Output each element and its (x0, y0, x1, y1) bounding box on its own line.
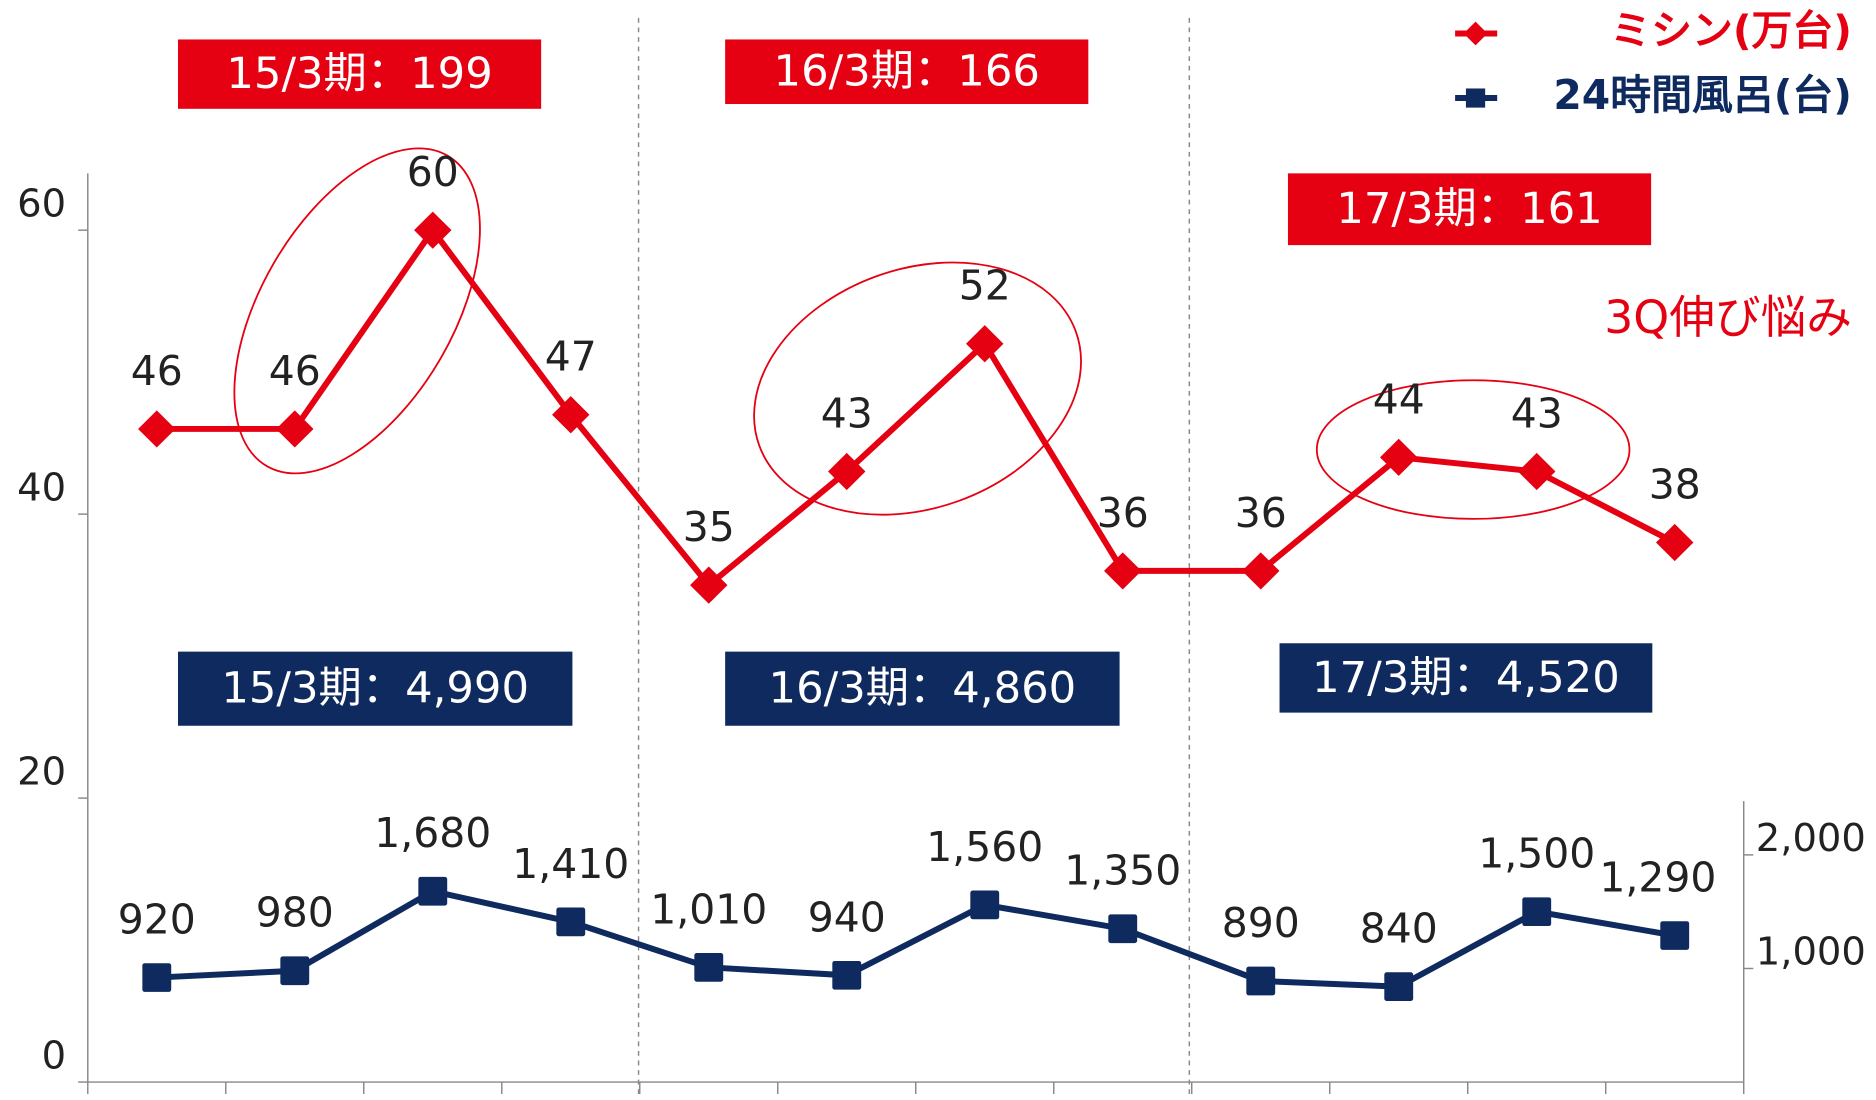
annotation-box (725, 39, 1089, 105)
data-label: 980 (256, 889, 334, 937)
data-label: 46 (269, 347, 321, 395)
data-label: 44 (1373, 375, 1425, 423)
data-label: 52 (959, 262, 1011, 310)
annotation-box (177, 651, 573, 726)
data-label: 36 (1097, 489, 1149, 537)
marker (1660, 921, 1690, 950)
marker (1518, 452, 1556, 491)
legend-label: 24時間風呂(台) (1553, 71, 1852, 119)
data-label: 38 (1649, 461, 1701, 509)
annotation: 17/3期：161 (1336, 184, 1602, 234)
series-line (156, 888, 1676, 990)
marker (414, 211, 452, 249)
highlight-ellipse (753, 261, 1082, 516)
marker (694, 952, 724, 982)
data-label: 1,010 (650, 885, 767, 933)
y-tick-label: 0 (42, 1034, 66, 1079)
y2-tick-label: 1,000 (1756, 930, 1866, 975)
marker (1104, 552, 1142, 590)
annotation-box (725, 651, 1120, 726)
y-tick-label: 60 (17, 182, 66, 227)
marker (1246, 966, 1276, 996)
marker (556, 907, 586, 937)
data-label: 60 (407, 148, 459, 196)
dividers (637, 17, 1191, 1095)
annotation-box (177, 39, 542, 109)
data-label: 1,290 (1599, 854, 1716, 902)
data-label: 47 (545, 333, 597, 381)
data-label: 1,560 (926, 823, 1043, 871)
legend-marker (1463, 21, 1488, 46)
legend-label: ミシン(万台) (1610, 7, 1852, 55)
marker (966, 325, 1004, 363)
data-label: 1,680 (374, 809, 491, 857)
marker (1656, 523, 1694, 562)
series-line (156, 225, 1677, 590)
marker (552, 396, 590, 434)
annotation: 16/3期：166 (774, 47, 1040, 97)
period-ellipses (233, 147, 1631, 520)
annotation: 3Q伸び悩み (1604, 291, 1852, 344)
data-label: 940 (808, 893, 886, 941)
marker (138, 410, 176, 448)
data-label: 43 (1511, 390, 1563, 438)
data-label: 1,410 (512, 840, 629, 888)
data-label: 1,500 (1478, 830, 1595, 878)
data-label: 46 (131, 347, 183, 395)
annotation: 16/3期：4,860 (769, 664, 1077, 714)
marker (418, 876, 448, 906)
data-label: 43 (821, 390, 873, 438)
highlight-ellipse (233, 147, 481, 475)
y2-tick-label: 2,000 (1756, 816, 1866, 861)
marker (280, 956, 310, 986)
marker (832, 960, 862, 990)
data-label: 920 (118, 896, 196, 944)
annotation-box (1287, 173, 1652, 246)
annotation: 15/3期：4,990 (221, 664, 529, 714)
legend-marker (1465, 88, 1486, 108)
marker (970, 890, 1000, 920)
data-label: 1,350 (1064, 847, 1181, 895)
y-tick-label: 20 (17, 750, 66, 795)
marker (1522, 897, 1552, 927)
marker (1108, 914, 1138, 944)
annotation: 17/3期：4,520 (1312, 653, 1620, 703)
annotation: 15/3期：199 (226, 49, 492, 99)
data-label: 35 (683, 503, 735, 551)
data-label: 890 (1222, 899, 1300, 947)
y-tick-label: 40 (17, 466, 66, 511)
marker (1384, 972, 1414, 1001)
highlight-ellipse (1315, 379, 1631, 520)
marker (142, 963, 172, 992)
data-label: 36 (1235, 489, 1287, 537)
data-label: 840 (1360, 905, 1438, 953)
annotation-box (1279, 643, 1653, 713)
marker (276, 410, 314, 448)
